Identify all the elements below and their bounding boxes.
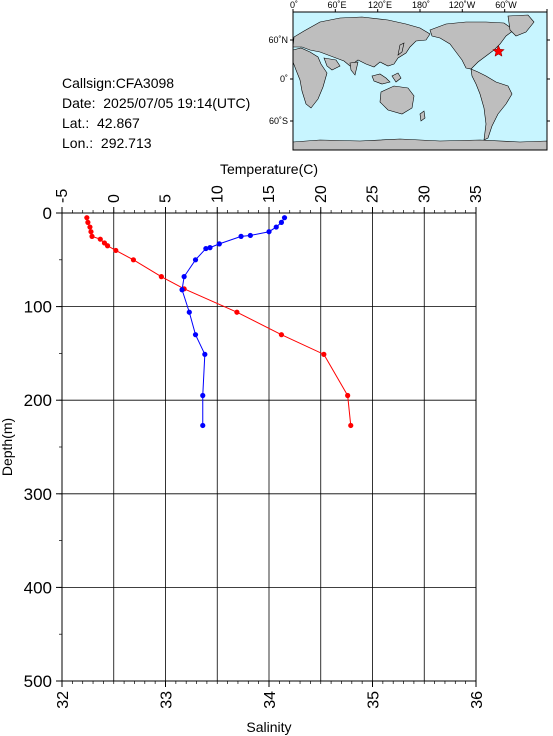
salinity-data-point <box>186 309 192 315</box>
map-left-tick: 60˚S <box>269 116 288 126</box>
salinity-data-point <box>181 274 187 280</box>
temperature-data-point <box>321 351 327 357</box>
salinity-tick-label: 35 <box>366 691 383 709</box>
salinity-data-point <box>200 422 206 429</box>
depth-tick-label: 200 <box>24 391 52 410</box>
map-top-tick: 180˚ <box>412 0 430 10</box>
salinity-data-point <box>202 351 208 357</box>
temperature-tick-label: 5 <box>158 194 175 203</box>
temperature-tick-label: -5 <box>54 189 71 203</box>
map-top-tick: 0˚ <box>290 0 298 10</box>
salinity-data-point <box>207 245 213 251</box>
temperature-data-point <box>104 243 111 249</box>
salinity-data-point <box>247 232 253 239</box>
temperature-data-point <box>85 219 91 225</box>
temperature-tick-label: 0 <box>106 194 123 203</box>
salinity-data-point <box>192 257 199 263</box>
temperature-data-point <box>88 229 94 235</box>
map-top-tick-labels: 0˚ 60˚E 120˚E 180˚ 120˚W 60˚W <box>290 0 517 10</box>
salinity-data-point <box>216 241 222 247</box>
depth-tick-label: 500 <box>24 672 52 691</box>
map-left-tick: 0˚ <box>280 74 288 84</box>
temperature-data-point <box>158 274 164 280</box>
map-left-tick-labels: 60˚N 0˚ 60˚S <box>268 35 288 126</box>
temperature-tick-label: 20 <box>313 185 330 203</box>
star-icon <box>492 44 505 57</box>
salinity-data-point <box>273 224 279 230</box>
temperature-data-point <box>113 247 119 254</box>
temperature-tick-label: 15 <box>261 185 278 203</box>
depth-tick-label: 0 <box>43 204 52 223</box>
temperature-axis-label: Temperature(C) <box>220 161 318 177</box>
map-top-tick: 120˚E <box>368 0 392 10</box>
salinity-data-point <box>203 245 209 252</box>
latitude-text: Lat.: 42.867 <box>62 115 140 131</box>
temperature-data-point <box>130 257 137 263</box>
temperature-tick-label: 30 <box>416 185 433 203</box>
depth-tick-label: 400 <box>24 578 52 597</box>
depth-axis-label: Depth(m) <box>0 418 15 476</box>
date-text: Date: 2025/07/05 19:14(UTC) <box>62 95 251 111</box>
temperature-data-point <box>348 422 354 429</box>
temperature-data-point <box>278 332 285 338</box>
temperature-profile-line <box>86 217 352 426</box>
map-tick-marks <box>290 9 550 122</box>
temperature-data-point <box>89 233 95 239</box>
map-top-tick: 60˚W <box>495 0 517 10</box>
salinity-tick-label: 32 <box>55 691 72 709</box>
salinity-data-point <box>238 233 244 239</box>
map-land <box>292 14 548 151</box>
salinity-data-point <box>200 392 206 399</box>
map-left-tick: 60˚N <box>268 35 288 45</box>
salinity-data-point <box>278 219 285 225</box>
depth-tick-label: 100 <box>24 298 52 317</box>
temperature-data-point <box>84 215 90 221</box>
chart-series <box>84 215 354 429</box>
salinity-tick-label: 36 <box>469 691 486 709</box>
salinity-axis-label: Salinity <box>246 719 291 735</box>
salinity-tick-label: 33 <box>159 691 176 709</box>
chart-grid <box>61 212 477 682</box>
salinity-data-point <box>266 229 272 235</box>
salinity-tick-label: 34 <box>262 691 279 709</box>
callsign-text: Callsign:CFA3098 <box>62 75 175 91</box>
depth-tick-labels: 0 100 200 300 400 500 <box>24 204 62 691</box>
location-map: 0˚ 60˚E 120˚E 180˚ 120˚W 60˚W 60˚N 0˚ 60… <box>268 0 550 151</box>
salinity-data-point <box>192 332 199 338</box>
temperature-tick-label: 35 <box>468 185 485 203</box>
salinity-tick-labels: 32 33 34 35 36 <box>55 681 486 709</box>
salinity-data-point <box>281 215 288 221</box>
depth-tick-label: 300 <box>24 485 52 504</box>
temperature-data-point <box>234 309 240 315</box>
map-top-tick: 120˚W <box>449 0 476 10</box>
temperature-tick-label: 25 <box>365 185 382 203</box>
longitude-text: Lon.: 292.713 <box>62 135 152 151</box>
temperature-data-point <box>97 236 103 242</box>
station-info: Callsign:CFA3098 Date: 2025/07/05 19:14(… <box>62 73 250 153</box>
temperature-tick-labels: -5 0 5 10 15 20 25 30 35 <box>54 185 485 213</box>
map-top-tick: 60˚E <box>327 0 346 10</box>
salinity-data-point <box>179 287 185 293</box>
temperature-data-point <box>345 392 351 399</box>
temperature-tick-label: 10 <box>209 185 226 203</box>
temperature-data-point <box>87 224 93 230</box>
